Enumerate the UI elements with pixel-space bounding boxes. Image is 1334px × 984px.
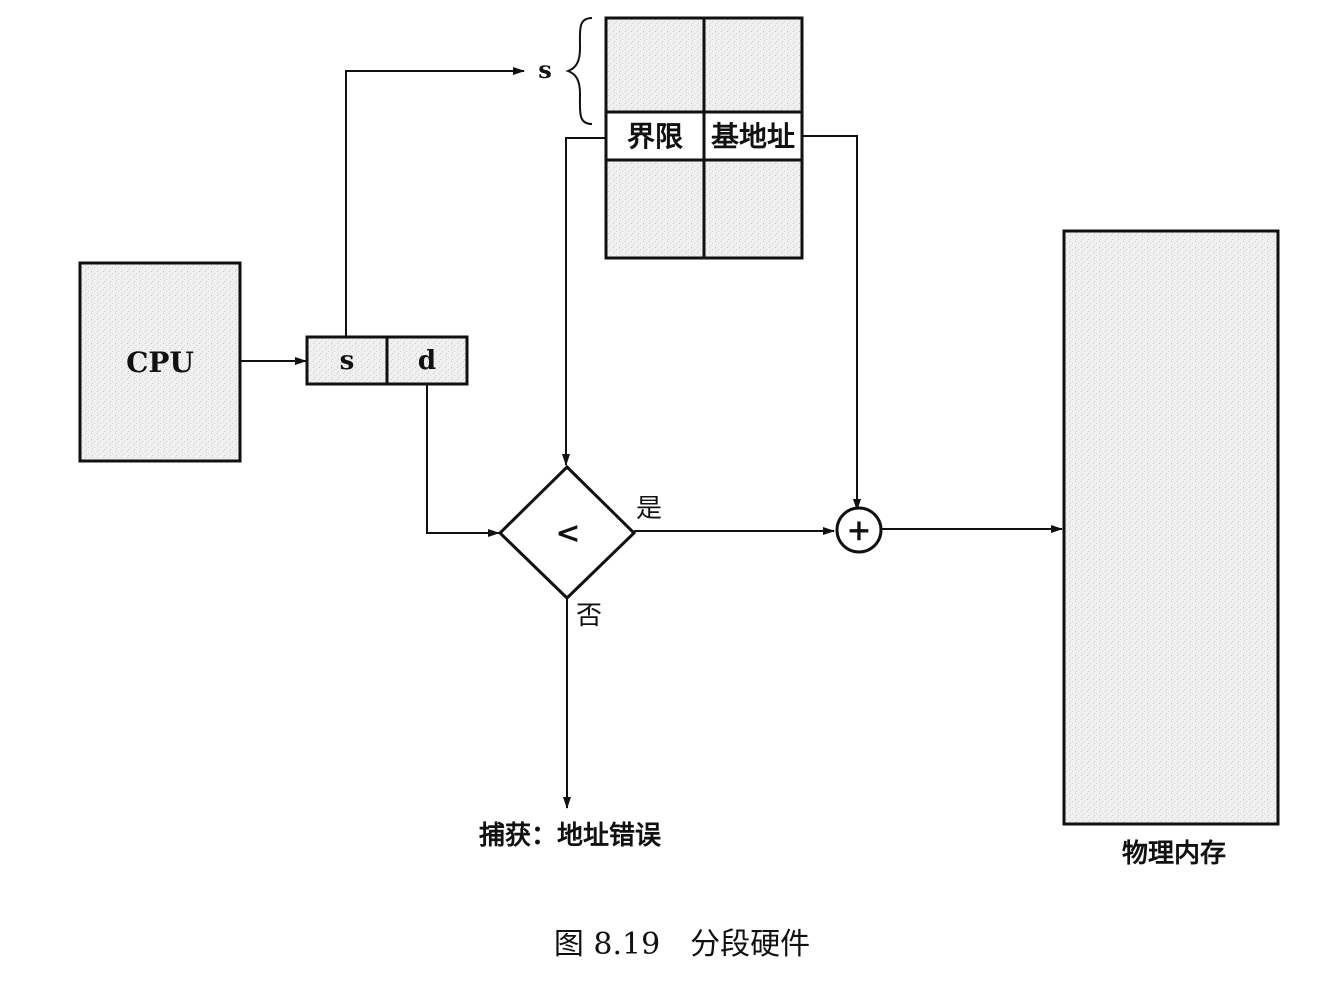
yes-label: 是 [636,494,662,524]
memory-label: 物理内存 [1122,839,1226,869]
comparator: < [497,464,637,601]
segment-index-label: s [538,55,552,84]
address-segment-field: s [340,346,355,376]
segment-table: 界限 基地址 [604,16,804,260]
base-to-adder-arrow [802,135,861,511]
segment-index-brace [565,17,593,125]
limit-to-comparator-arrow [562,137,606,466]
cpu-label: CPU [126,346,194,379]
limit-label: 界限 [627,120,683,153]
physical-memory [1062,229,1280,826]
adder-symbol: + [846,513,871,548]
base-label: 基地址 [711,120,795,153]
adder: + [835,506,883,554]
logical-address: s d [305,335,469,386]
no-label: 否 [576,601,602,631]
trap-label: 捕获：地址错误 [479,821,662,851]
address-offset-field: d [418,346,436,376]
comparator-operator: < [555,516,580,551]
offset-to-comparator-arrow [426,384,500,537]
cpu-box: CPU [78,261,242,463]
segment-index-arrow [345,67,525,337]
figure-caption: 图 8.19 分段硬件 [554,927,810,962]
